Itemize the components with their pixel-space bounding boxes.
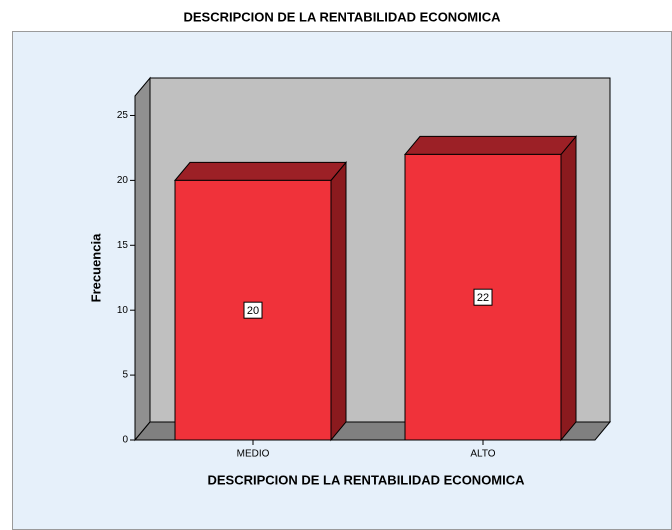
x-tick-label: MEDIO — [237, 449, 270, 460]
y-tick-label: 25 — [117, 110, 129, 121]
bar-side — [330, 160, 347, 442]
y-tick-label: 20 — [117, 175, 129, 186]
chart-title: DESCRIPCION DE LA RENTABILIDAD ECONOMICA — [183, 9, 501, 24]
y-tick-label: 0 — [122, 435, 128, 446]
x-axis-label: DESCRIPCION DE LA RENTABILIDAD ECONOMICA — [207, 472, 525, 487]
y-tick-label: 15 — [117, 240, 129, 251]
y-tick-label: 5 — [122, 370, 128, 381]
y-axis-label: Frecuencia — [88, 233, 103, 302]
data-label-box — [473, 288, 493, 306]
bar-side — [560, 135, 577, 442]
data-label: 22 — [477, 292, 489, 304]
x-tick-label: ALTO — [470, 449, 495, 460]
data-label-box — [243, 301, 263, 319]
left-wall — [134, 76, 151, 442]
bar-top — [173, 161, 348, 181]
bar-top — [403, 135, 578, 155]
y-tick-label: 10 — [117, 305, 129, 316]
data-label: 20 — [247, 305, 259, 317]
